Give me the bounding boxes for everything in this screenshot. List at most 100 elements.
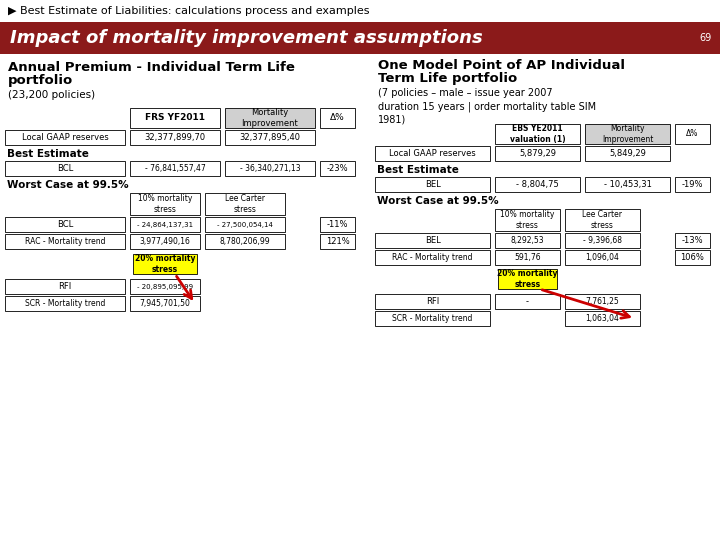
Bar [495, 146, 580, 161]
Text: (7 policies – male – issue year 2007
duration 15 years | order mortality table S: (7 policies – male – issue year 2007 dur… [378, 88, 596, 125]
Bar [225, 161, 315, 176]
Text: - 9,396,68: - 9,396,68 [583, 236, 622, 245]
Bar [675, 233, 710, 248]
Text: BEL: BEL [425, 180, 441, 189]
Text: 5,879,29: 5,879,29 [519, 149, 556, 158]
Text: -19%: -19% [682, 180, 703, 189]
Text: 20% mortality
stress: 20% mortality stress [498, 269, 558, 289]
Bar [320, 108, 355, 128]
Bar [225, 108, 315, 128]
Text: - 76,841,557,47: - 76,841,557,47 [145, 164, 205, 173]
Text: RAC - Mortality trend: RAC - Mortality trend [24, 237, 105, 246]
Text: -11%: -11% [327, 220, 348, 229]
Text: - 10,453,31: - 10,453,31 [603, 180, 652, 189]
Text: portfolio: portfolio [8, 74, 73, 87]
Text: (23,200 policies): (23,200 policies) [8, 90, 95, 100]
Text: 5,849,29: 5,849,29 [609, 149, 646, 158]
Bar [320, 234, 355, 249]
Text: Lee Carter
stress: Lee Carter stress [225, 194, 265, 214]
Bar [375, 146, 490, 161]
Text: BCL: BCL [57, 164, 73, 173]
Text: 8,780,206,99: 8,780,206,99 [220, 237, 270, 246]
Bar [225, 130, 315, 145]
Bar [130, 108, 220, 128]
Bar [130, 296, 200, 311]
Text: - 27,500,054,14: - 27,500,054,14 [217, 221, 273, 227]
Text: Best Estimate of Liabilities: calculations process and examples: Best Estimate of Liabilities: calculatio… [20, 6, 369, 16]
Text: - 24,864,137,31: - 24,864,137,31 [137, 221, 193, 227]
Bar [585, 124, 670, 144]
Bar [205, 193, 285, 215]
Bar [320, 161, 355, 176]
Text: BEL: BEL [425, 236, 441, 245]
Text: SCR - Mortality trend: SCR - Mortality trend [392, 314, 473, 323]
Text: Worst Case at 99.5%: Worst Case at 99.5% [7, 180, 129, 190]
Text: 69: 69 [700, 33, 712, 43]
Bar [5, 161, 125, 176]
Bar [585, 146, 670, 161]
Text: Mortality
Improvement: Mortality Improvement [602, 124, 653, 144]
Text: 20% mortality
stress: 20% mortality stress [135, 254, 195, 274]
Bar [585, 177, 670, 192]
Bar [0, 22, 720, 54]
Text: 7,945,701,50: 7,945,701,50 [140, 299, 190, 308]
Bar [5, 279, 125, 294]
Bar [565, 294, 640, 309]
Bar [565, 250, 640, 265]
Text: 10% mortality
stress: 10% mortality stress [138, 194, 192, 214]
Text: 106%: 106% [680, 253, 704, 262]
Text: Local GAAP reserves: Local GAAP reserves [389, 149, 476, 158]
Bar [5, 296, 125, 311]
Bar [130, 161, 220, 176]
Text: - 20,895,095,99: - 20,895,095,99 [137, 284, 193, 289]
Text: FRS YF2011: FRS YF2011 [145, 113, 205, 123]
Text: EBS YE2011
valuation (1): EBS YE2011 valuation (1) [510, 124, 565, 144]
Bar [133, 254, 197, 274]
Bar [495, 209, 560, 231]
Text: One Model Point of AP Individual: One Model Point of AP Individual [378, 59, 625, 72]
Bar [375, 250, 490, 265]
Text: RAC - Mortality trend: RAC - Mortality trend [392, 253, 473, 262]
Bar [495, 177, 580, 192]
Text: 1,063,04: 1,063,04 [585, 314, 619, 323]
Text: - 8,804,75: - 8,804,75 [516, 180, 559, 189]
Text: SCR - Mortality trend: SCR - Mortality trend [24, 299, 105, 308]
Text: -23%: -23% [327, 164, 348, 173]
Bar [565, 311, 640, 326]
Text: - 36,340,271,13: - 36,340,271,13 [240, 164, 300, 173]
Text: Lee Carter
stress: Lee Carter stress [582, 210, 623, 230]
Text: BCL: BCL [57, 220, 73, 229]
Bar [375, 177, 490, 192]
Bar [130, 130, 220, 145]
Text: 32,377,895,40: 32,377,895,40 [240, 133, 300, 142]
Bar [498, 269, 557, 289]
Bar [5, 217, 125, 232]
Text: Best Estimate: Best Estimate [7, 149, 89, 159]
Bar [495, 250, 560, 265]
Bar [675, 177, 710, 192]
Text: Worst Case at 99.5%: Worst Case at 99.5% [377, 196, 499, 206]
Bar [495, 233, 560, 248]
Text: Local GAAP reserves: Local GAAP reserves [22, 133, 109, 142]
Text: 8,292,53: 8,292,53 [510, 236, 544, 245]
Bar [130, 279, 200, 294]
Text: Impact of mortality improvement assumptions: Impact of mortality improvement assumpti… [10, 29, 482, 47]
Bar [320, 217, 355, 232]
Text: Δ%: Δ% [330, 113, 345, 123]
Bar [675, 124, 710, 144]
Bar [130, 217, 200, 232]
Text: Best Estimate: Best Estimate [377, 165, 459, 175]
Text: 121%: 121% [325, 237, 349, 246]
Bar [375, 311, 490, 326]
Bar [0, 0, 720, 22]
Text: Term Life portfolio: Term Life portfolio [378, 72, 517, 85]
Text: 32,377,899,70: 32,377,899,70 [145, 133, 206, 142]
Bar [375, 233, 490, 248]
Bar [5, 234, 125, 249]
Text: 10% mortality
stress: 10% mortality stress [500, 210, 554, 230]
Text: ▶: ▶ [8, 6, 17, 16]
Text: -13%: -13% [682, 236, 703, 245]
Bar [130, 193, 200, 215]
Bar [205, 217, 285, 232]
Bar [495, 294, 560, 309]
